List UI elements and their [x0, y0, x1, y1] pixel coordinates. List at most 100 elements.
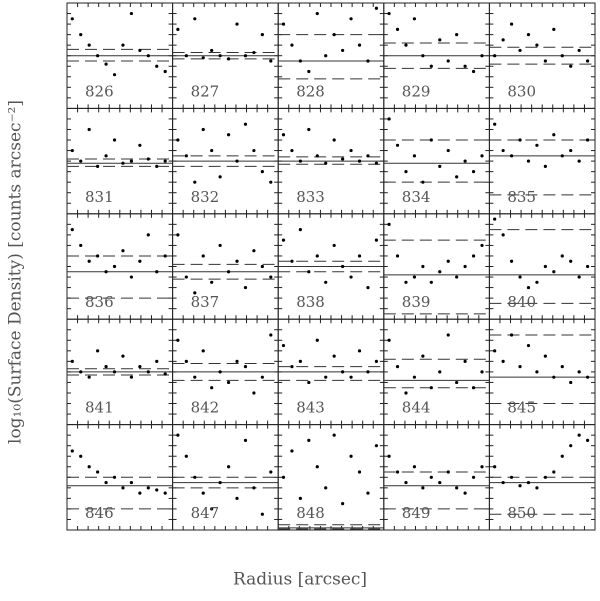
data-point	[163, 159, 167, 163]
data-point	[429, 138, 433, 142]
data-point	[543, 59, 547, 63]
data-point	[577, 48, 581, 53]
data-point	[226, 57, 231, 61]
data-point	[404, 391, 408, 395]
panel-label: 837	[191, 293, 220, 311]
data-point	[577, 370, 581, 374]
data-point	[526, 343, 531, 348]
data-point	[104, 480, 108, 485]
data-point	[70, 148, 74, 153]
data-point	[121, 486, 125, 490]
data-point	[535, 486, 539, 490]
data-point	[104, 62, 108, 66]
data-point	[446, 470, 450, 474]
data-point	[412, 17, 417, 21]
data-point	[412, 375, 417, 379]
data-point	[176, 433, 180, 437]
data-point	[146, 486, 150, 490]
data-point	[526, 285, 531, 290]
data-point	[146, 54, 150, 58]
data-point	[577, 275, 581, 279]
data-point	[269, 180, 273, 184]
data-point	[146, 157, 150, 161]
data-point	[518, 48, 522, 53]
data-point	[518, 484, 522, 488]
data-point	[298, 59, 302, 63]
data-point	[501, 38, 505, 42]
x-axis-label: Radius [arcsec]	[233, 570, 367, 590]
data-point	[480, 465, 484, 469]
data-point	[387, 338, 391, 342]
data-point	[260, 170, 264, 174]
data-point	[87, 43, 91, 47]
data-point	[121, 354, 125, 358]
data-point	[184, 359, 188, 363]
data-point	[366, 285, 370, 290]
data-point	[96, 54, 100, 58]
data-point	[163, 69, 167, 74]
data-point	[374, 238, 379, 242]
data-point	[509, 259, 514, 263]
data-point	[421, 180, 425, 184]
data-point	[395, 470, 400, 474]
data-point	[438, 270, 442, 274]
data-point	[96, 164, 100, 168]
data-point	[438, 164, 442, 168]
data-point	[184, 54, 188, 58]
panel-frame	[66, 424, 174, 531]
data-point	[218, 243, 222, 248]
data-point	[315, 338, 319, 342]
data-point	[121, 249, 125, 253]
data-point	[226, 133, 231, 137]
data-point	[184, 454, 188, 458]
data-point	[146, 370, 150, 374]
data-point	[480, 243, 484, 248]
panel-frame	[66, 213, 174, 320]
data-point	[586, 375, 590, 379]
data-point	[87, 375, 91, 379]
data-point	[218, 480, 222, 485]
data-point	[341, 502, 345, 506]
data-point	[155, 164, 159, 168]
data-point	[535, 280, 539, 284]
data-point	[129, 159, 134, 163]
panel-frame	[383, 107, 490, 215]
data-point	[281, 238, 286, 242]
data-point	[210, 507, 214, 511]
data-point	[446, 59, 450, 63]
data-point	[252, 50, 256, 55]
panel-label: 847	[191, 504, 220, 522]
data-point	[281, 343, 286, 348]
data-point	[332, 138, 336, 142]
data-point	[395, 27, 400, 31]
data-point	[324, 486, 328, 490]
data-point	[307, 380, 311, 385]
data-point	[446, 259, 450, 263]
data-point	[404, 280, 408, 284]
data-point	[374, 6, 379, 10]
data-point	[357, 470, 362, 474]
data-point	[155, 359, 159, 363]
panel-label: 844	[402, 399, 431, 417]
data-point	[357, 254, 362, 258]
panel-label: 846	[85, 504, 114, 522]
data-point	[79, 243, 83, 248]
panel-label: 850	[507, 504, 536, 522]
data-point	[87, 259, 91, 263]
data-point	[341, 48, 345, 53]
data-point	[298, 359, 302, 363]
data-point	[290, 449, 294, 453]
data-point	[243, 365, 248, 369]
data-point	[518, 138, 522, 142]
data-point	[235, 159, 239, 163]
data-point	[560, 454, 564, 458]
data-point	[79, 370, 83, 374]
data-point	[463, 491, 467, 495]
data-point	[569, 148, 573, 153]
panel-frame	[66, 107, 174, 215]
data-point	[290, 148, 294, 153]
data-point	[70, 449, 74, 453]
data-point	[201, 56, 205, 60]
data-point	[412, 154, 417, 158]
data-point	[146, 233, 150, 237]
